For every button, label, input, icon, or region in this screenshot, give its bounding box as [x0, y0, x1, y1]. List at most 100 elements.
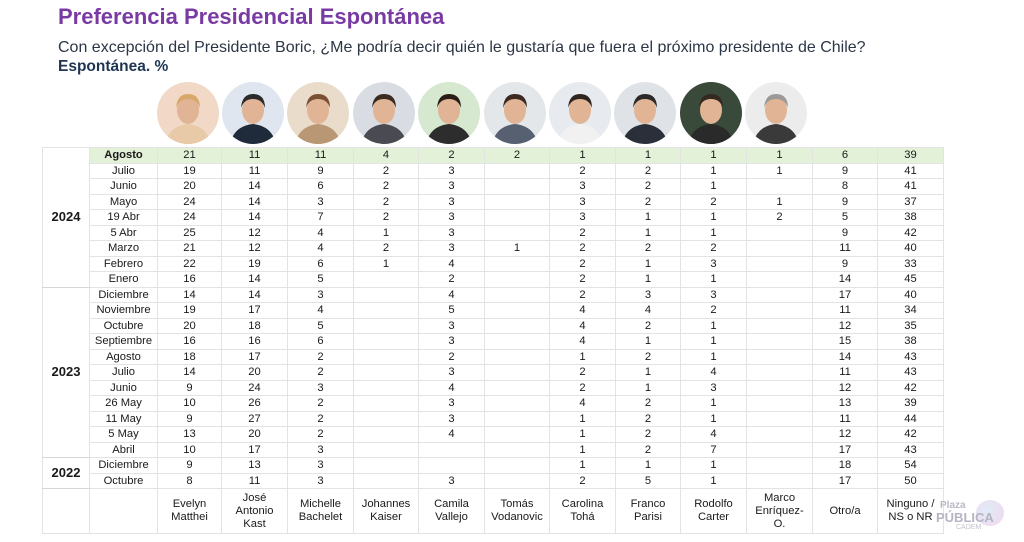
value-cell [484, 302, 550, 319]
value-cell: 3 [418, 240, 485, 257]
value-cell: 9 [812, 162, 878, 179]
value-cell: 11 [221, 147, 288, 164]
value-cell [746, 395, 813, 412]
value-cell: 3 [680, 255, 747, 272]
value-cell: 2 [549, 162, 616, 179]
value-cell: 20 [157, 317, 222, 334]
value-cell: 25 [157, 224, 222, 241]
value-cell [746, 364, 813, 381]
value-cell: 17 [221, 348, 288, 365]
table-row: Enero 16 14 5 2 2 1 1 14 45 [43, 271, 944, 288]
value-cell: 3 [418, 333, 485, 350]
candidate-name: José Antonio Kast [221, 488, 288, 534]
value-cell: 4 [287, 224, 354, 241]
candidate-name-line: José [242, 491, 267, 504]
value-cell [353, 317, 419, 334]
value-cell: 1 [680, 209, 747, 226]
value-cell: 1 [680, 224, 747, 241]
value-cell [484, 395, 550, 412]
value-cell: 14 [812, 348, 878, 365]
candidate-name-line: Tomás [500, 498, 534, 510]
value-cell: 2 [287, 410, 354, 427]
value-cell: 3 [418, 162, 485, 179]
value-cell: 14 [221, 286, 288, 303]
table-row: Mayo 24 14 3 2 3 3 2 2 1 9 37 [43, 193, 944, 210]
value-cell: 19 [157, 162, 222, 179]
value-cell [484, 317, 550, 334]
value-cell: 1 [615, 271, 681, 288]
candidate-name-line: Carter [697, 511, 730, 523]
value-cell: 7 [680, 441, 747, 458]
value-cell: 18 [221, 317, 288, 334]
value-cell: 12 [221, 224, 288, 241]
value-cell: 21 [157, 240, 222, 257]
candidate-name-line: Vodanovic [491, 511, 543, 523]
value-cell: 2 [746, 209, 813, 226]
candidate-name-line: Marco [763, 491, 796, 504]
value-cell: 1 [549, 348, 616, 365]
value-cell: 3 [418, 395, 485, 412]
candidate-name-line: Vallejo [435, 511, 468, 523]
value-cell [353, 286, 419, 303]
value-cell: 20 [221, 364, 288, 381]
value-cell: 11 [221, 472, 288, 489]
value-cell: 1 [615, 457, 681, 474]
value-cell: 14 [221, 271, 288, 288]
table-row: 2022 Diciembre 9 13 3 1 1 1 18 54 [42, 457, 944, 489]
value-cell: 9 [812, 255, 878, 272]
candidate-name: Tomás Vodanovic [484, 488, 550, 534]
value-cell: 6 [287, 255, 354, 272]
value-cell: 4 [418, 379, 485, 396]
value-cell [484, 271, 550, 288]
value-cell [484, 162, 550, 179]
candidate-photo [484, 82, 546, 144]
value-cell: 4 [353, 147, 419, 164]
value-cell: 1 [680, 472, 747, 489]
value-cell [746, 302, 813, 319]
page-title: Preferencia Presidencial Espontánea [58, 4, 445, 29]
value-cell [484, 426, 550, 443]
value-cell [484, 193, 550, 210]
year-label: 2024 [42, 147, 90, 288]
value-cell: 1 [615, 147, 681, 164]
candidate-name: Ninguno / NS o NR [877, 488, 944, 534]
value-cell: 24 [221, 379, 288, 396]
value-cell: 7 [287, 209, 354, 226]
candidate-name-line: Antonio [235, 504, 274, 517]
value-cell: 2 [418, 271, 485, 288]
value-cell: 2 [353, 178, 419, 195]
value-cell [746, 457, 813, 474]
value-cell: 1 [746, 147, 813, 164]
value-cell [484, 286, 550, 303]
value-cell: 12 [812, 426, 878, 443]
value-cell: 4 [418, 286, 485, 303]
value-cell [484, 441, 550, 458]
table-row: Noviembre 19 17 4 5 4 4 2 11 34 [43, 302, 944, 319]
value-cell: 14 [221, 178, 288, 195]
value-cell: 2 [680, 240, 747, 257]
value-cell: 44 [877, 410, 944, 427]
value-cell: 3 [680, 379, 747, 396]
candidate-name-line: Tohá [570, 511, 595, 523]
table-row: Abril 10 17 3 1 2 7 17 43 [43, 441, 944, 458]
value-cell: 24 [157, 209, 222, 226]
value-cell: 39 [877, 395, 944, 412]
value-cell: 9 [812, 224, 878, 241]
value-cell: 2 [549, 364, 616, 381]
value-cell [746, 348, 813, 365]
period-label: Diciembre [89, 457, 158, 474]
value-cell: 1 [615, 255, 681, 272]
value-cell: 2 [287, 426, 354, 443]
value-cell: 2 [615, 395, 681, 412]
value-cell: 11 [812, 302, 878, 319]
candidate-name-line: Otro/a [829, 504, 861, 517]
value-cell [484, 410, 550, 427]
candidate-name: Otro/a [812, 488, 878, 534]
value-cell: 2 [549, 255, 616, 272]
value-cell: 2 [484, 147, 550, 164]
value-cell [746, 472, 813, 489]
value-cell: 1 [680, 147, 747, 164]
candidate-name-line: Bachelet [298, 511, 343, 523]
candidate-name-line: O. [773, 517, 786, 530]
value-cell: 3 [418, 364, 485, 381]
